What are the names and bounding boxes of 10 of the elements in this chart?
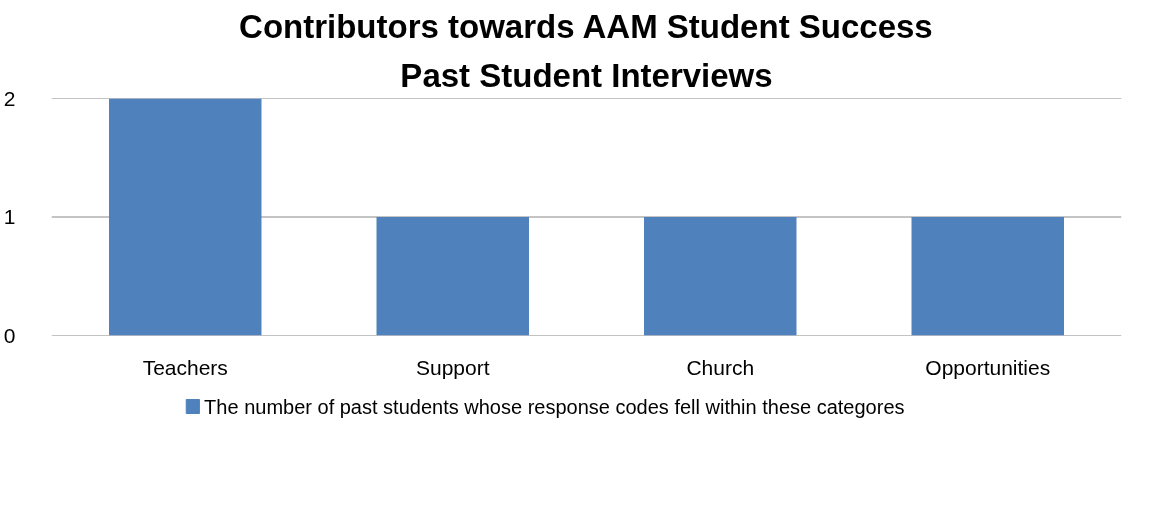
chart-title: Contributors towards AAM Student Success xyxy=(239,7,933,45)
legend-label: The number of past students whose response codes fell within these categores xyxy=(204,395,905,418)
x-tick-label: Opportunities xyxy=(925,355,1051,379)
y-tick-label: 1 xyxy=(3,205,16,228)
y-tick-label: 0 xyxy=(3,323,16,347)
y-tick-label: 2 xyxy=(3,86,16,110)
chart-subtitle: Past Student Interviews xyxy=(400,56,773,94)
x-tick-label: Teachers xyxy=(142,355,228,379)
x-tick-label: Church xyxy=(686,355,755,379)
x-tick-label: Support xyxy=(415,355,490,379)
